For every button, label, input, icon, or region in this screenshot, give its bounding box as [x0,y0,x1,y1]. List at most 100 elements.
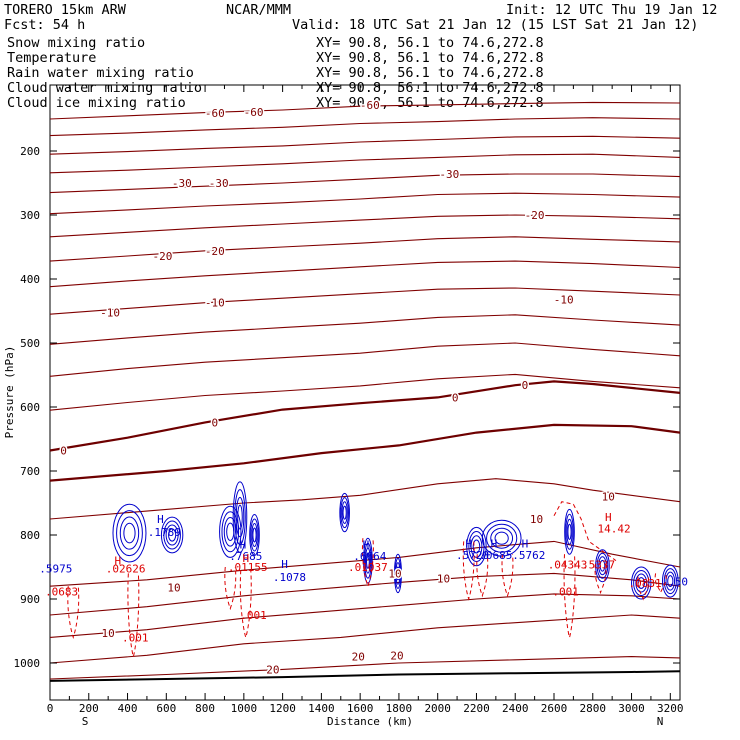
temperature-contour [49,540,681,587]
y-tick-label: 700 [20,465,40,478]
cloud-water-contour [221,511,240,553]
temperature-label: 0 [452,391,459,404]
temperature-label: -30 [172,177,192,190]
y-axis-label: Pressure (hPa) [3,346,16,439]
cloud-water-label: .5762 [512,549,545,562]
x-tick-label: 1600 [347,702,374,715]
cloud-water-label: H [465,537,472,550]
rain-water-label: .5337 [582,558,615,571]
temperature-contour [49,214,681,238]
temperature-contour [49,314,681,345]
temperature-contour [49,287,681,315]
temperature-label: 10 [602,491,615,504]
cloud-water-contour [223,517,237,547]
cloud-water-contour [340,497,349,529]
temperature-contour [49,478,681,520]
temperature-contour [49,192,681,215]
x-tick-label: 2000 [424,702,451,715]
surface-line [49,670,681,682]
cloud-water-contour [481,519,522,557]
cloud-water-contour [633,570,650,596]
temperature-contour [49,656,681,680]
temperature-label: -10 [100,306,120,319]
cloud-water-contour [364,542,372,579]
temperature-label: -30 [209,177,229,190]
temperature-contour [49,101,681,120]
temperature-label: 20 [352,651,365,664]
y-tick-label: 1000 [14,657,41,670]
temperature-label: 10 [167,581,180,594]
field-xy: XY= 90.8, 56.1 to 74.6,272.8 [316,95,544,111]
rain-water-label: .001 [240,609,267,622]
cloud-water-label: .1078 [273,571,306,584]
y-tick-label: 200 [20,145,40,158]
cloud-water-label: .7685 [229,550,262,563]
temperature-contour [49,117,681,137]
field-label: Rain water mixing ratio [7,65,194,81]
rain-water-label: H [605,511,612,524]
cloud-water-contour [123,522,136,544]
y-tick-label: 600 [20,401,40,414]
cloud-water-contour [168,528,177,542]
cloud-water-contour [219,505,242,558]
field-label: Cloud ice mixing ratio [7,95,186,111]
cloud-water-contour [596,552,609,579]
temperature-label: -60 [205,107,225,120]
cloud-water-contour [396,566,400,581]
rain-water-contour [553,501,617,562]
cloud-water-contour [564,508,575,555]
cloud-water-contour [637,577,646,589]
y-tick-label: 900 [20,593,40,606]
field-xy: XY= 90.8, 56.1 to 74.6,272.8 [316,80,544,96]
temperature-contour [49,373,681,411]
axes: 0 200 400 600 800 1000 1200 1400 1600 1800 2000 220… [3,85,684,728]
rain-water-label: .01155 [228,561,268,574]
temperature-contour [49,260,681,288]
cloud-water-contour [394,557,402,589]
cloud-water-contour [567,523,572,540]
temperature-label: -20 [205,245,225,258]
temperature-contour [49,342,681,377]
cloud-water-contour [598,556,607,576]
cloud-water-contour [237,504,243,530]
temperature-label: 0 [211,416,218,429]
rain-water-contour [224,566,237,611]
cloud-water-contour [631,566,652,600]
cloud-water-contour [472,539,481,554]
model-title: TORERO 15km ARW [4,2,127,18]
x-tick-label: 2400 [502,702,529,715]
cloud-water-contour [165,524,179,546]
cloud-water-contour [342,505,347,520]
rain-water-contour [462,541,475,601]
temperature-label: -60 [360,99,380,112]
cloud-water-label: .5975 [39,562,72,575]
field-legend: Snow mixing ratio XY= 90.8, 56.1 to 74.6,… [7,35,544,111]
field-label: Snow mixing ratio [7,35,145,51]
rain-water-label: H [242,552,249,565]
temperature-label: 0 [522,379,529,392]
x-tick-label: 1200 [269,702,296,715]
temperature-contour [49,423,681,482]
cloud-water-label: H [522,537,529,550]
temperature-contour [49,135,681,155]
x-tick-label: 2800 [580,702,607,715]
x-tick-label: 200 [79,702,99,715]
temperature-label: -20 [152,250,172,263]
x-tick-label: 1000 [231,702,258,715]
cloud-water-label: .50 [668,576,688,589]
cloud-water-contour [341,501,348,524]
temperature-contours [49,101,681,682]
cloud-water-label: .5720 [456,549,489,562]
temperature-label: 0 [60,445,67,458]
cloud-water-contour [235,496,245,538]
rain-water-contour [67,586,80,639]
field-xy: XY= 90.8, 56.1 to 74.6,272.8 [316,65,544,81]
cloud-water-contour [466,526,487,567]
cloud-water-contour [232,481,248,553]
rain-water-contour [361,538,374,588]
temperature-label: 10 [102,627,115,640]
temperature-label: 10 [388,567,401,580]
cloud-water-contour [566,518,573,545]
field-label: Cloud water mixing ratio [7,80,202,96]
